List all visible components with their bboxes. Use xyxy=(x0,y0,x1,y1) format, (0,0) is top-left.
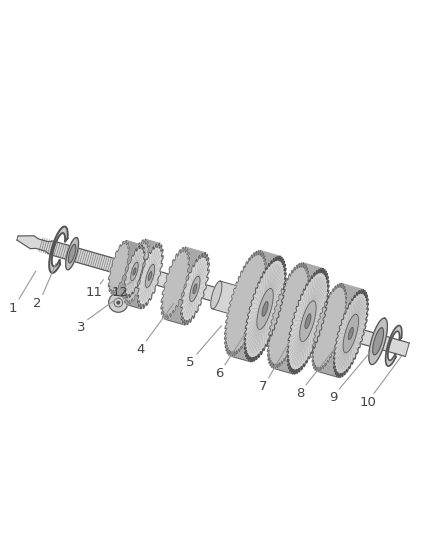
Circle shape xyxy=(117,301,120,304)
Polygon shape xyxy=(133,268,136,275)
Polygon shape xyxy=(267,263,310,368)
Text: 6: 6 xyxy=(215,367,223,381)
Polygon shape xyxy=(124,245,145,298)
Text: 12: 12 xyxy=(112,286,129,300)
Polygon shape xyxy=(300,301,316,342)
Polygon shape xyxy=(343,314,359,353)
Polygon shape xyxy=(230,251,286,362)
Text: 7: 7 xyxy=(258,381,267,393)
Polygon shape xyxy=(244,256,286,362)
Polygon shape xyxy=(262,302,268,316)
Polygon shape xyxy=(369,318,387,365)
Polygon shape xyxy=(211,281,222,309)
Polygon shape xyxy=(68,244,76,263)
Circle shape xyxy=(132,296,144,308)
Polygon shape xyxy=(257,288,273,329)
Text: 1: 1 xyxy=(9,302,18,314)
Polygon shape xyxy=(193,284,197,294)
Text: 3: 3 xyxy=(77,321,85,334)
Text: 2: 2 xyxy=(33,297,42,310)
Polygon shape xyxy=(161,247,190,319)
Text: 5: 5 xyxy=(186,357,195,369)
Polygon shape xyxy=(49,227,68,273)
Text: 10: 10 xyxy=(360,396,376,409)
Polygon shape xyxy=(373,328,384,355)
Text: 8: 8 xyxy=(296,387,304,400)
Polygon shape xyxy=(165,247,209,325)
Polygon shape xyxy=(148,272,152,280)
Polygon shape xyxy=(305,314,311,328)
Polygon shape xyxy=(348,327,353,340)
Polygon shape xyxy=(287,269,329,374)
Polygon shape xyxy=(17,236,409,357)
Polygon shape xyxy=(225,251,267,356)
Polygon shape xyxy=(385,326,402,366)
Text: 11: 11 xyxy=(86,286,102,300)
Polygon shape xyxy=(230,287,241,314)
Polygon shape xyxy=(317,284,368,377)
Polygon shape xyxy=(212,281,240,314)
Polygon shape xyxy=(273,263,329,374)
Polygon shape xyxy=(131,262,138,281)
Polygon shape xyxy=(108,240,130,294)
Polygon shape xyxy=(190,276,200,302)
Circle shape xyxy=(109,293,128,312)
Text: 9: 9 xyxy=(328,391,337,405)
Polygon shape xyxy=(124,239,149,305)
Polygon shape xyxy=(111,241,145,298)
Text: 4: 4 xyxy=(136,343,145,356)
Polygon shape xyxy=(127,239,163,309)
Polygon shape xyxy=(312,284,347,372)
Polygon shape xyxy=(66,238,78,270)
Polygon shape xyxy=(137,243,163,309)
Polygon shape xyxy=(333,289,368,377)
Polygon shape xyxy=(180,253,209,325)
Polygon shape xyxy=(145,264,155,287)
